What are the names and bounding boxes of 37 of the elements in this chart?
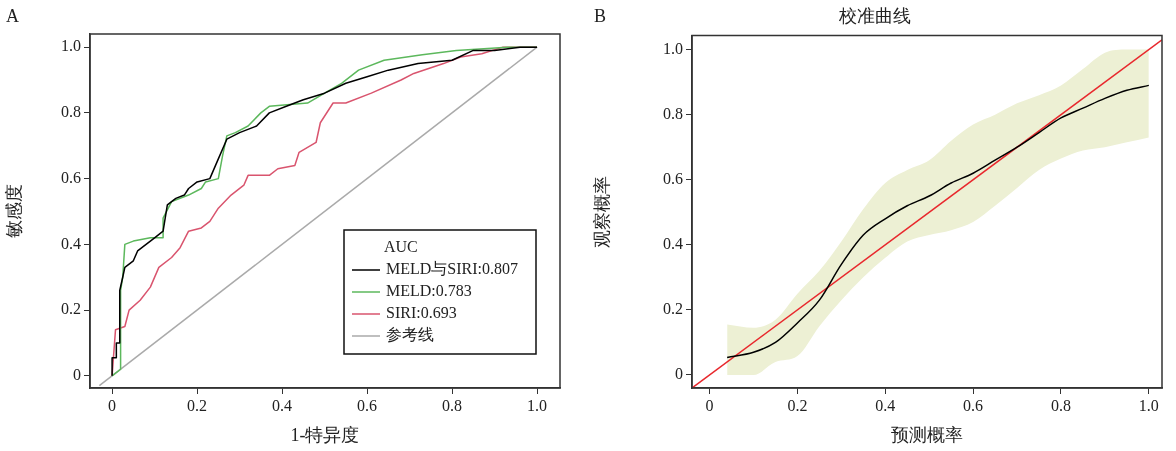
legend-title: AUC (384, 238, 418, 256)
x-tick-label: 1.0 (1138, 396, 1159, 414)
x-tick-label: 0.2 (187, 396, 208, 414)
y-tick-label: 0.8 (663, 104, 683, 122)
chart-title: 校准曲线 (838, 5, 911, 26)
y-tick-label: 1.0 (61, 37, 81, 55)
text: B (594, 5, 607, 26)
x-tick-label: 0.4 (875, 396, 896, 414)
x-tick-label: 0.4 (272, 396, 293, 414)
x-tick-label: 0.6 (357, 396, 378, 414)
y-tick-label: 0 (675, 365, 683, 383)
y-tick-label: 1.0 (663, 39, 683, 57)
y-tick-label: 0.8 (61, 103, 81, 121)
legend-label: SIRI:0.693 (386, 304, 457, 322)
x-tick-label: 0.8 (1050, 396, 1071, 414)
x-axis-title: 预测概率 (891, 424, 963, 445)
y-tick-label: 0.4 (61, 234, 81, 252)
x-tick-label: 0 (705, 396, 714, 414)
y-axis-title: 敏感度 (3, 184, 24, 238)
x-tick-label: 0 (108, 396, 117, 414)
x-tick-label: 0.8 (442, 396, 463, 414)
y-tick-label: 0.6 (663, 169, 683, 187)
x-tick-label: 1.0 (527, 396, 548, 414)
y-tick-label: 0.2 (663, 300, 683, 318)
x-tick-label: 0.6 (963, 396, 984, 414)
legend-label: MELD与SIRI:0.807 (386, 260, 518, 278)
y-tick-label: 0.2 (61, 300, 81, 318)
text: A (6, 5, 19, 26)
legend-label: 参考线 (386, 326, 434, 344)
y-tick-label: 0 (73, 366, 81, 384)
legend-label: MELD:0.783 (386, 282, 472, 300)
line-series (726, 84, 1150, 359)
y-tick-label: 0.4 (663, 235, 683, 253)
y-tick-label: 0.6 (61, 168, 81, 186)
x-axis-title: 1-特异度 (290, 424, 360, 445)
y-axis-title: 观察概率 (591, 175, 612, 248)
x-tick-label: 0.2 (787, 396, 808, 414)
